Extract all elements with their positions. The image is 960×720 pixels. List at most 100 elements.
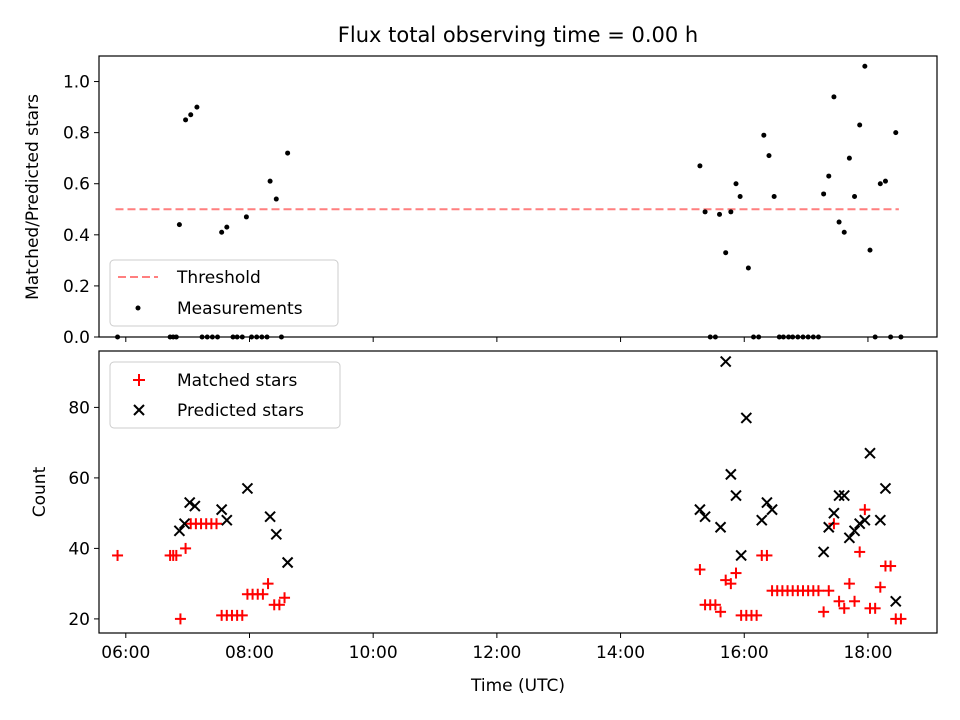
predicted-stars-point: [859, 514, 871, 526]
predicted-stars-point: [215, 503, 228, 516]
matched-stars-point: [236, 609, 248, 621]
matched-stars-point: [262, 578, 274, 590]
predicted-stars-point: [694, 503, 706, 516]
measurements-point: [745, 265, 751, 271]
predicted-stars-point: [714, 521, 727, 533]
matched-stars-point: [174, 613, 186, 625]
predicted-stars-point: [874, 514, 887, 526]
predicted-stars-point: [828, 507, 840, 519]
measurements-point: [224, 224, 230, 230]
predicted-stars-point: [890, 595, 902, 607]
measurements-point: [867, 247, 873, 253]
measurements-point: [728, 209, 734, 215]
measurements-point: [831, 94, 837, 100]
bottom-ylabel: Count: [30, 466, 50, 517]
matched-stars-point: [170, 549, 182, 561]
measurements-point: [826, 173, 832, 179]
bottom-legend-box: [109, 361, 341, 429]
matched-stars-point: [279, 592, 291, 604]
bottom-axes-frame: [98, 350, 938, 634]
measurements-point: [194, 104, 200, 110]
measurements-point: [862, 63, 868, 69]
predicted-stars-point: [823, 521, 835, 533]
predicted-stars-point: [221, 514, 233, 526]
measurements-point: [893, 130, 899, 136]
predicted-stars-point: [241, 482, 254, 495]
matched-stars-point: [715, 606, 727, 618]
bottom-plot-area: [112, 355, 907, 625]
matched-stars-point: [709, 599, 721, 611]
measurements-point: [183, 117, 189, 123]
matched-stars-point: [869, 602, 881, 614]
matched-stars-point: [812, 585, 824, 597]
predicted-stars-point: [817, 546, 830, 558]
predicted-stars-point: [756, 514, 768, 526]
bottom-xtick-label: 12:00: [472, 643, 521, 663]
measurements-point: [852, 194, 858, 199]
matched-stars-point: [823, 585, 835, 597]
predicted-stars-point: [853, 518, 866, 530]
predicted-stars-point: [173, 525, 186, 537]
predicted-legend-label: Predicted stars: [177, 401, 304, 421]
top-ytick-label: 0.4: [63, 226, 90, 246]
matched-legend-swatch: [133, 374, 145, 386]
measurements-point: [821, 191, 827, 197]
top-ytick-label: 0.6: [63, 175, 90, 195]
measurements-point: [243, 214, 249, 220]
matched-stars-point: [112, 549, 124, 561]
measurements-point: [702, 209, 708, 215]
measurements-point: [846, 155, 852, 161]
measurements-point: [771, 194, 777, 199]
predicted-stars-point: [735, 549, 747, 562]
measurements-point: [219, 229, 225, 235]
measurements-point: [697, 163, 703, 169]
matched-stars-point: [833, 595, 845, 607]
measurements-point: [717, 211, 723, 217]
measurements-legend-swatch: [135, 305, 141, 311]
measurements-point: [836, 219, 842, 225]
predicted-stars-point: [725, 468, 737, 481]
predicted-stars-point: [189, 500, 201, 512]
matched-stars-point: [818, 606, 830, 618]
count-panel: Count Time (UTC) Matched stars Predicted…: [30, 350, 938, 696]
predicted-stars-point: [264, 510, 276, 523]
bottom-xtick-label: 16:00: [720, 643, 769, 663]
matched-stars-point: [751, 609, 763, 621]
predicted-stars-point: [848, 525, 861, 537]
top-ytick-label: 0.2: [63, 277, 90, 297]
matched-stars-point: [885, 560, 897, 572]
bottom-xtick-label: 14:00: [596, 643, 645, 663]
matched-stars-point: [180, 542, 192, 554]
top-legend-box: [109, 259, 339, 327]
measurements-point: [841, 229, 847, 235]
predicted-stars-point: [879, 482, 892, 495]
bottom-xlabel: Time (UTC): [470, 676, 565, 696]
measurements-point: [877, 181, 883, 187]
matched-stars-point: [843, 578, 855, 590]
predicted-stars-point: [178, 518, 191, 530]
predicted-stars-point: [864, 447, 876, 459]
bottom-xtick-label: 18:00: [843, 643, 892, 663]
matched-stars-point: [211, 518, 223, 530]
measurements-point: [723, 250, 729, 256]
bottom-xtick-label: 10:00: [349, 643, 398, 663]
bottom-ytick-label: 20: [68, 610, 90, 630]
measurements-point: [273, 196, 279, 202]
top-ylabel: Matched/Predicted stars: [23, 94, 43, 300]
predicted-stars-point: [761, 496, 773, 509]
ratio-panel: Flux total observing time = 0.00 h Match…: [23, 23, 938, 340]
matched-stars-point: [874, 581, 886, 593]
measurements-point: [176, 222, 182, 228]
bottom-ytick-label: 40: [68, 539, 90, 559]
predicted-stars-point: [281, 556, 294, 569]
matched-stars-point: [257, 588, 269, 600]
predicted-stars-point: [843, 532, 856, 544]
bottom-ytick-label: 80: [68, 398, 90, 418]
matched-stars-point: [761, 549, 773, 561]
top-ytick-label: 1.0: [63, 73, 90, 93]
matched-stars-point: [838, 602, 850, 614]
measurements-point: [761, 132, 767, 138]
chart-title: Flux total observing time = 0.00 h: [338, 23, 698, 47]
